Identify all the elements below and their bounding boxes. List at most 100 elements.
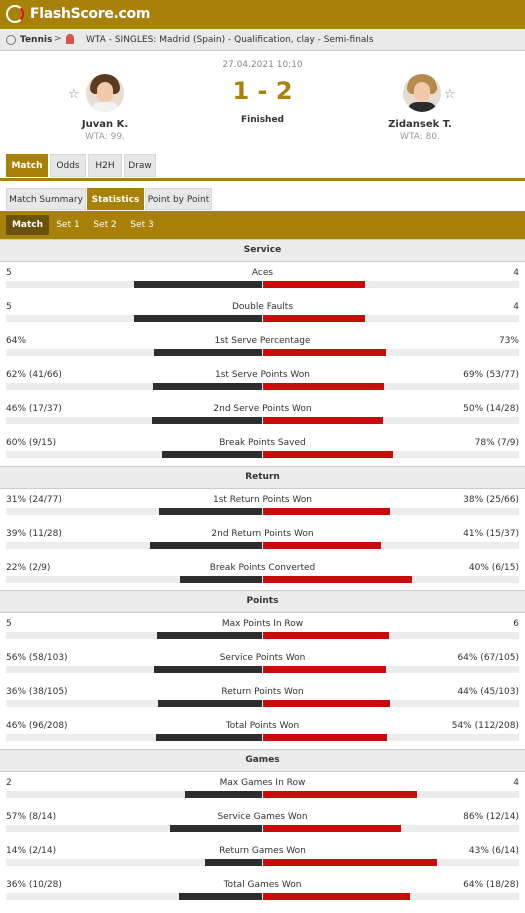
stat-bar-away [263,417,383,424]
tab-h2h[interactable]: H2H [88,154,122,177]
tabs-underline [0,178,525,181]
stat-bar-away [263,383,384,390]
away-player-name[interactable]: Zidansek T. [360,119,480,130]
stat-bar-home [158,700,262,707]
stat-bar-divider [262,576,263,583]
stat-label: Max Games In Row [0,778,525,788]
stat-away-value: 44% (45/103) [457,687,519,697]
breadcrumb: Tennis > WTA - SINGLES: Madrid (Spain) -… [0,29,525,51]
globe-icon [6,35,16,45]
stat-bar-away [263,893,410,900]
stat-label: 1st Serve Percentage [0,336,525,346]
stat-bar-home [154,666,262,673]
stat-bar-home [150,542,262,549]
stat-bar-home [154,349,262,356]
stat-away-value: 4 [513,302,519,312]
top-bar: FlashScore.com [0,0,525,29]
stat-bar-away [263,281,365,288]
stat-row: 46% (17/37) 2nd Serve Points Won 50% (14/2… [0,399,525,433]
stat-bar-home [153,383,262,390]
stat-row: 5 Max Points In Row 6 [0,614,525,648]
subtab-statistics[interactable]: Statistics [87,188,144,210]
logo-text[interactable]: FlashScore.com [30,6,150,22]
tab-match[interactable]: Match [6,154,48,177]
stat-away-value: 54% (112/208) [452,721,519,731]
stat-row: 62% (41/66) 1st Serve Points Won 69% (53/7… [0,365,525,399]
stat-bar-away [263,576,412,583]
stat-label: 2nd Serve Points Won [0,404,525,414]
favorite-star-icon-away[interactable]: ☆ [444,87,456,102]
section-header-return: Return [0,466,525,489]
stat-bar-divider [262,315,263,322]
stat-label: Total Games Won [0,880,525,890]
stat-away-value: 69% (53/77) [463,370,519,380]
stat-away-value: 73% [499,336,519,346]
set-tab-set-2[interactable]: Set 2 [89,215,121,235]
stat-bar-divider [262,859,263,866]
home-player-rank: WTA: 99. [45,132,165,142]
breadcrumb-competition[interactable]: WTA - SINGLES: Madrid (Spain) - Qualific… [86,35,374,45]
stat-label: 2nd Return Points Won [0,529,525,539]
stat-label: Double Faults [0,302,525,312]
stat-bar-away [263,542,381,549]
stat-bar-divider [262,700,263,707]
stat-label: Break Points Converted [0,563,525,573]
set-tab-set-3[interactable]: Set 3 [126,215,158,235]
stat-label: Return Games Won [0,846,525,856]
stat-label: 1st Return Points Won [0,495,525,505]
set-tab-set-1[interactable]: Set 1 [52,215,84,235]
tab-odds[interactable]: Odds [50,154,86,177]
stat-bar-away [263,700,390,707]
stat-bar-away [263,791,417,798]
stat-bar-away [263,315,365,322]
stat-label: 1st Serve Points Won [0,370,525,380]
stat-row: 57% (8/14) Service Games Won 86% (12/14) [0,807,525,841]
stat-row: 64% 1st Serve Percentage 73% [0,331,525,365]
stat-away-value: 43% (6/14) [469,846,519,856]
stat-bar-divider [262,542,263,549]
stat-away-value: 64% (67/105) [457,653,519,663]
breadcrumb-sport[interactable]: Tennis [20,35,52,45]
stat-bar-divider [262,791,263,798]
stat-away-value: 86% (12/14) [463,812,519,822]
stat-row: 36% (10/28) Total Games Won 64% (18/28) [0,875,525,909]
subtab-match-summary[interactable]: Match Summary [6,188,86,210]
stat-bar-divider [262,632,263,639]
stat-bar-away [263,451,393,458]
stat-row: 22% (2/9) Break Points Converted 40% (6/15… [0,558,525,592]
stat-label: Aces [0,268,525,278]
stat-bar-divider [262,417,263,424]
stat-away-value: 41% (15/37) [463,529,519,539]
stat-label: Total Points Won [0,721,525,731]
stat-bar-home [179,893,262,900]
stat-bar-home [162,451,262,458]
avatar-away[interactable] [403,74,441,112]
away-player-rank: WTA: 80. [360,132,480,142]
match-datetime: 27.04.2021 10:10 [0,60,525,70]
section-header-service: Service [0,239,525,262]
tab-draw[interactable]: Draw [124,154,156,177]
stat-away-value: 38% (25/66) [463,495,519,505]
stat-bar-home [185,791,262,798]
stat-away-value: 64% (18/28) [463,880,519,890]
stat-away-value: 40% (6/15) [469,563,519,573]
stat-away-value: 4 [513,268,519,278]
set-tab-match[interactable]: Match [6,215,49,235]
stat-bar-divider [262,666,263,673]
section-header-points: Points [0,590,525,613]
stat-label: Return Points Won [0,687,525,697]
stat-bar-divider [262,893,263,900]
stat-label: Break Points Saved [0,438,525,448]
flashscore-logo-icon[interactable] [6,5,24,23]
stat-row: 5 Aces 4 [0,263,525,297]
stat-bar-home [180,576,262,583]
stat-away-value: 78% (7/9) [475,438,519,448]
stat-bar-divider [262,734,263,741]
stat-away-value: 4 [513,778,519,788]
stat-row: 36% (38/105) Return Points Won 44% (45/103… [0,682,525,716]
stat-row: 5 Double Faults 4 [0,297,525,331]
stat-bar-divider [262,508,263,515]
stat-row: 31% (24/77) 1st Return Points Won 38% (25/… [0,490,525,524]
subtab-point-by-point[interactable]: Point by Point [145,188,212,210]
stat-bar-home [159,508,262,515]
